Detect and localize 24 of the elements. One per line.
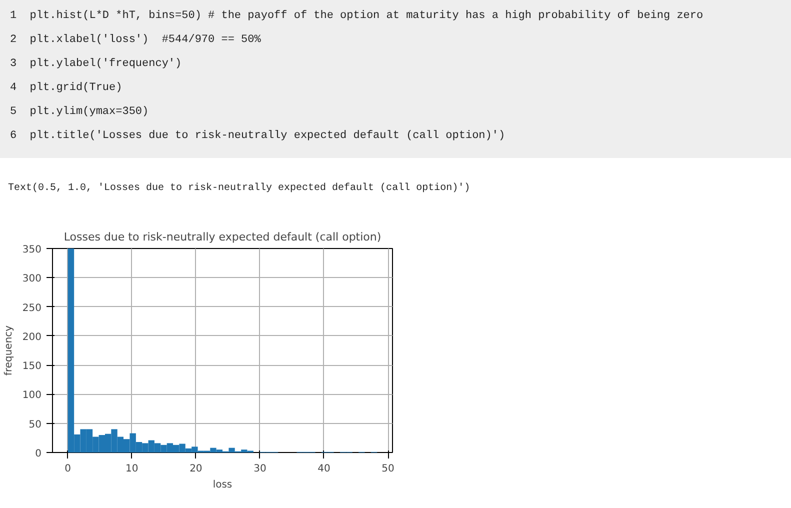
y-tick-label: 50 (28, 419, 42, 430)
x-tick-label: 20 (190, 464, 202, 474)
y-tick-label: 200 (22, 332, 42, 343)
text: 5 plt.ylim(ymax=350) (10, 105, 150, 120)
y-tick-label: 0 (35, 448, 42, 460)
x-tick-label: 40 (318, 464, 330, 474)
text: 3 plt.ylabel('frequency') (10, 57, 183, 72)
x-tick-label: 50 (382, 464, 394, 474)
x-tick-label: 30 (254, 464, 266, 474)
y-tick-label: 100 (22, 390, 42, 402)
y-tick-label: 150 (22, 361, 42, 372)
y-tick-label: 300 (22, 274, 42, 285)
chart-title: Losses due to risk-neutrally expected default (call option) (64, 230, 382, 244)
x-axis-title: loss (212, 480, 232, 490)
y-tick-label: 350 (22, 244, 42, 256)
x-tick-label: 10 (126, 464, 138, 474)
text: 6 plt.title('Losses due to risk-neutrally expected default (call option)') (10, 129, 506, 144)
y-tick-label: 250 (22, 302, 42, 314)
text: Text(0.5, 1.0, 'Losses due to risk-neutrally expected default (call option)') (8, 182, 470, 196)
x-tick-label: 0 (64, 464, 72, 474)
y-axis-title: frequency (3, 325, 14, 376)
text: 4 plt.grid(True) (10, 81, 124, 96)
text: 2 plt.xlabel('loss') #544/970 == 50% (10, 33, 262, 48)
text: 1 plt.hist(L*D *hT, bins=50) # the payoff of the option at maturity has a high probability of being zero (10, 9, 704, 24)
